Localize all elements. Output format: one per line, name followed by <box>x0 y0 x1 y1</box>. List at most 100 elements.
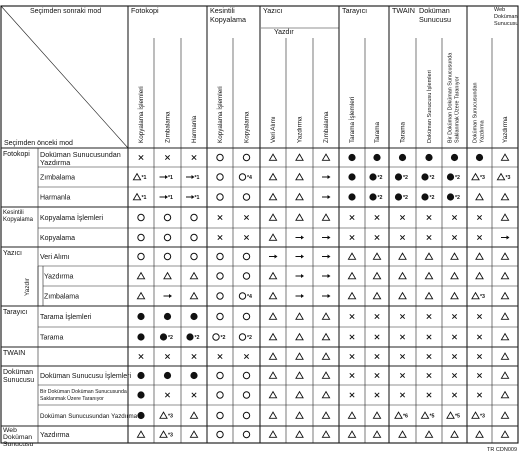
cell-r14-c12 <box>450 430 459 438</box>
row-label-5: Veri Alımı <box>40 254 70 261</box>
col-subgroup-label: Yazdır <box>274 29 294 36</box>
cell-r9-c1: *2 <box>159 333 173 341</box>
cell-r12-c2 <box>191 392 197 398</box>
cell-r8-c9 <box>374 313 380 320</box>
row-label-8: Tarama İşlemleri <box>40 312 92 321</box>
cell-r10-c3 <box>217 353 223 360</box>
cell-r3-c13 <box>476 214 483 221</box>
cell-r4-c3 <box>217 234 223 241</box>
cell-r4-c2 <box>190 233 198 242</box>
cell-r7-c9 <box>372 291 382 300</box>
row-label-12-b: Saklanmak Üzere Taranıyor <box>40 395 104 402</box>
cell-r13-c8 <box>347 411 357 419</box>
cell-r10-c2 <box>191 353 197 360</box>
cell-r0-c12 <box>450 153 459 162</box>
cell-r13-c10: *6 <box>394 411 408 420</box>
cell-r12-c10 <box>399 392 406 398</box>
cell-r7-c7 <box>322 294 331 298</box>
col-group-1-line2: Kopyalama <box>210 15 246 24</box>
cell-r0-c10 <box>398 153 407 162</box>
cell-r13-c7 <box>321 411 331 419</box>
cell-r12-c0 <box>137 391 145 399</box>
cell-r8-c1 <box>163 312 172 321</box>
row-group-2: Yazıcı <box>3 250 22 257</box>
cell-r0-c2 <box>191 154 197 161</box>
cell-r8-c8 <box>349 313 355 320</box>
cell-r9-c9 <box>374 334 380 340</box>
row-group-6-line2: Doküman <box>3 434 32 441</box>
cell-r1-c1: *1 <box>159 175 173 181</box>
col-label-7: Zımbalama <box>323 111 330 143</box>
col-group-1-line1: Kesintili <box>210 6 235 15</box>
cell-r4-c12 <box>451 234 458 241</box>
cell-r8-c12 <box>451 313 458 320</box>
cell-r12-c14 <box>500 390 510 399</box>
cell-r10-c14 <box>500 352 510 360</box>
cell-r7-c12 <box>450 291 459 300</box>
cell-r11-c8 <box>349 372 355 379</box>
col-label-0: Kopyalama İşlemleri <box>136 86 145 143</box>
cell-r10-c10 <box>399 353 406 360</box>
cell-r6-c0 <box>136 271 146 280</box>
svg-text:*2: *2 <box>455 175 460 181</box>
cell-r5-c4 <box>242 252 251 261</box>
cell-r13-c5 <box>268 411 278 419</box>
cell-r4-c4 <box>243 234 250 241</box>
cell-r14-c10 <box>398 430 407 438</box>
cell-r1-c14: *3 <box>496 172 511 181</box>
svg-text:*2: *2 <box>247 335 252 341</box>
svg-text:*1: *1 <box>142 175 147 181</box>
cell-r7-c14 <box>500 291 510 300</box>
cell-r7-c3 <box>216 292 224 300</box>
cell-r4-c8 <box>349 234 355 241</box>
cell-r13-c3 <box>216 411 224 420</box>
cell-r4-c7 <box>322 235 331 240</box>
cell-r8-c7 <box>321 312 331 320</box>
cell-r1-c3 <box>216 173 224 181</box>
cell-r12-c8 <box>349 392 355 398</box>
row-label-0-b: Yazdırma <box>40 158 70 167</box>
col-label-11: Doküman Sunucusu İşlemleri <box>426 70 433 143</box>
cell-r5-c13 <box>475 252 484 260</box>
cell-r7-c2 <box>189 291 199 300</box>
cell-r12-c4 <box>242 391 251 399</box>
svg-text:*2: *2 <box>195 335 200 341</box>
cell-r1-c4: *4 <box>238 173 252 181</box>
cell-r9-c14 <box>500 332 510 341</box>
cell-r3-c6 <box>295 213 304 221</box>
cell-r4-c1 <box>163 233 172 242</box>
cell-r3-c8 <box>349 214 355 221</box>
svg-text:*1: *1 <box>195 175 200 181</box>
cell-r10-c1 <box>164 353 171 360</box>
cell-r5-c8 <box>347 252 357 260</box>
cell-r2-c2: *1 <box>186 195 200 201</box>
cell-r1-c0: *1 <box>132 172 147 181</box>
cell-r7-c5 <box>268 291 278 300</box>
cell-r13-c9 <box>372 411 382 419</box>
cell-r8-c14 <box>500 312 510 320</box>
svg-text:*1: *1 <box>168 175 173 181</box>
col-label-12-b: Saklanmak Üzere Taranıyor <box>454 76 461 143</box>
cell-r0-c0 <box>138 154 144 161</box>
svg-text:*2: *2 <box>168 335 173 341</box>
cell-r2-c3 <box>216 193 224 201</box>
cell-r11-c9 <box>374 372 380 379</box>
col-label-6: Yazdırma <box>297 116 304 143</box>
cell-r10-c11 <box>426 353 432 360</box>
cell-r7-c8 <box>347 291 357 300</box>
cell-r8-c0 <box>137 312 145 321</box>
cell-r2-c6 <box>295 192 304 201</box>
cell-r0-c1 <box>164 154 171 161</box>
cell-r14-c0 <box>136 430 146 438</box>
cell-r2-c7 <box>322 195 331 199</box>
row-group-5-line1: Doküman <box>3 369 33 376</box>
svg-text:*2: *2 <box>455 195 460 201</box>
cell-r2-c4 <box>242 193 251 201</box>
col-label-3: Kopyalama İşlemleri <box>215 86 224 143</box>
cell-r14-c5 <box>268 430 278 438</box>
cell-r7-c13: *3 <box>471 291 485 300</box>
cell-r13-c4 <box>242 411 251 420</box>
svg-text:*2: *2 <box>403 195 408 201</box>
cell-r9-c8 <box>349 334 355 340</box>
